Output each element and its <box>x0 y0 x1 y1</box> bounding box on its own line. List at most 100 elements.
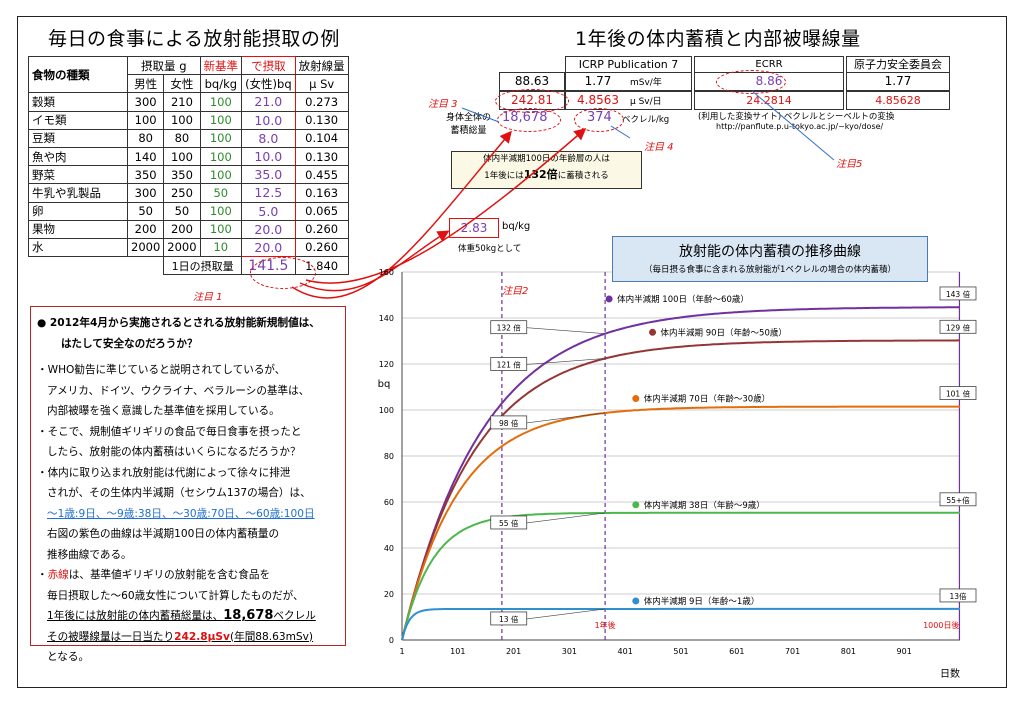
y-tick-label: 120 <box>379 360 394 369</box>
icrp-year-cell: 1.77 mSv/年 <box>565 72 692 91</box>
table-row: 卵 50 50 100 5.0 0.065 <box>28 201 349 221</box>
male-intake: 200 <box>126 219 165 239</box>
female-intake: 80 <box>163 128 201 148</box>
start-value-leader <box>526 412 606 424</box>
note-5: 注目5 <box>836 159 863 170</box>
left-title: 毎日の食事による放射能摂取の例 <box>48 28 340 50</box>
series-marker-dot <box>632 395 640 403</box>
converter-site-label: (利用した変換サイト) ベクレルとシーベルトの変換 <box>698 112 895 122</box>
redline-line-2: 毎日摂取した～60歳女性について計算したものだが、 <box>47 589 304 602</box>
limit-value: 100 <box>199 92 243 112</box>
male-intake: 2000 <box>126 237 165 258</box>
weight-note: 体重50kgとして <box>458 244 522 254</box>
halflife-line-2: されが、その生体内半減期（セシウム137の場合）は、 <box>47 487 311 499</box>
accumulation-chart: 0 20 40 60 80 100 120 140 160 1 101 201 301 401 501 601… <box>378 268 977 680</box>
marker-label: 1年後 <box>595 620 616 630</box>
halflife-info-2c: に蓄積される <box>557 171 609 181</box>
y-tick-label: 100 <box>379 406 394 415</box>
question2-line-1: ・そこで、規制値ギリギリの食品で毎日食事を摂ったと <box>37 425 302 438</box>
start-value-label: 121 倍 <box>497 359 522 369</box>
start-value-leader <box>526 512 606 524</box>
female-intake: 250 <box>163 183 201 203</box>
question2-line-2: したら、放射能の体内蓄積はいくらになるだろうか？ <box>47 446 301 458</box>
start-value-label: 13 倍 <box>499 614 519 624</box>
nsc-year-value: 1.77 <box>846 72 950 91</box>
icrp-year-sv: 1.77 <box>584 74 612 88</box>
x-tick-label: 101 <box>450 647 465 656</box>
halflife-info-line1: 体内半減期100日の年齢層の人は <box>483 154 610 164</box>
question-line-1: ● 2012年4月から実施されるとされる放射能新規制値は、 <box>37 317 320 329</box>
intake-bq: 10.0 <box>241 146 296 167</box>
series-name: 体内半減期 70日（年齢～30歳） <box>644 394 770 405</box>
start-value-box <box>490 611 528 626</box>
redline-line-4: その被曝線量は一日当たり242.8μSv(年間88.63mSv) <box>37 627 339 648</box>
series-marker-dot <box>649 328 657 336</box>
chart-title-box: 放射能の体内蓄積の推移曲線 （毎日摂る食事に含まれる放射能が1ベクレルの場合の体… <box>612 236 928 282</box>
who-line-2: アメリカ、ドイツ、ウクライナ、ベラルーシの基準は、 <box>47 384 310 397</box>
note-1: 注目 1 <box>193 292 223 303</box>
female-intake: 200 <box>163 219 201 239</box>
series-line <box>401 405 960 641</box>
halflife-line-4: 右図の紫色の曲線は半減期100日の体内蓄積量の <box>47 528 280 540</box>
explanation-box: ● 2012年4月から実施されるとされる放射能新規制値は、 はたして安全なのだろ… <box>30 306 346 663</box>
start-value-box <box>490 357 528 371</box>
table-row: 水 2000 2000 10 20.0 0.260 <box>28 237 349 258</box>
header-female: 女性 <box>163 74 201 94</box>
x-tick-label: 601 <box>729 647 744 656</box>
redline-4c: (年間88.63mSv) <box>229 630 314 643</box>
end-value-label: 129 倍 <box>946 322 971 332</box>
series-line <box>401 306 960 641</box>
x-tick-label: 301 <box>562 647 577 656</box>
series-marker-dot <box>632 501 640 509</box>
female-intake: 350 <box>163 165 201 185</box>
redline-bullet: ・ <box>37 569 48 581</box>
redline-3c: ベクレル <box>273 610 316 622</box>
dose-value: 0.260 <box>294 219 349 239</box>
redline-line-3: 1年後には放射能の体内蓄積総量は、18,678ベクレル <box>37 606 339 627</box>
series-name: 体内半減期 9日（年齢～1歳） <box>644 596 760 607</box>
note-2: 注目2 <box>502 286 529 297</box>
series-line <box>401 339 960 641</box>
female-intake: 210 <box>163 92 201 112</box>
limit-value: 100 <box>199 165 243 185</box>
table-row: 果物 200 200 100 20.0 0.260 <box>28 219 349 239</box>
start-value-label: 132 倍 <box>497 323 522 333</box>
redline-3a: 1年後には放射能の体内蓄積総量は、 <box>47 610 224 622</box>
x-tick-label: 1 <box>399 647 404 656</box>
x-tick-label: 901 <box>897 647 912 656</box>
halflife-line-5: 推移曲線である。 <box>47 548 132 561</box>
halflife-info-2a: 1年後には <box>484 171 524 181</box>
food-name: イモ類 <box>28 110 128 130</box>
halflife-line-1: ・体内に取り込まれ放射能は代謝によって徐々に排泄 <box>37 466 291 479</box>
series-line <box>401 607 960 641</box>
series-marker-dot <box>632 597 640 605</box>
y-axis-label: bq <box>378 379 391 390</box>
end-value-box <box>939 492 977 507</box>
y-tick-label: 0 <box>389 636 394 645</box>
table-row: 穀類 300 210 100 21.0 0.273 <box>28 92 349 112</box>
converter-site-url: http://panflute.p.u-tokyo.ac.jp/~kyo/dos… <box>716 122 884 131</box>
note-4: 注目 4 <box>644 142 674 153</box>
intake-bq: 8.0 <box>241 128 296 148</box>
y-tick-label: 80 <box>384 452 394 461</box>
icrp-year-value: 88.63 <box>499 72 565 91</box>
food-name: 牛乳や乳製品 <box>28 183 128 203</box>
start-value-box <box>490 320 528 335</box>
who-line-1: ・WHO勧告に準じていると説明されてしているが、 <box>37 364 286 376</box>
x-tick-label: 701 <box>785 647 800 656</box>
highlight-daily-total <box>250 257 316 289</box>
intake-bq: 20.0 <box>241 219 296 239</box>
chart-subtitle: （毎日摂る食事に含まれる放射能が1ベクレルの場合の体内蓄積） <box>644 265 896 275</box>
unit-day: μ Sv/日 <box>630 97 662 107</box>
x-tick-label: 801 <box>841 647 856 656</box>
dose-value: 0.273 <box>294 92 349 112</box>
header-intake: 摂取量 g <box>127 55 201 76</box>
table-row: イモ類 100 100 100 10.0 0.130 <box>28 110 349 130</box>
male-intake: 100 <box>126 110 165 130</box>
marker-label: 1000日後 <box>923 620 959 630</box>
start-value-label: 55 倍 <box>499 518 519 528</box>
start-value-leader <box>526 608 606 620</box>
halflife-info-line2: 1年後には132倍に蓄積される <box>452 167 641 184</box>
start-value-box <box>490 415 528 430</box>
end-value-box <box>939 588 977 603</box>
